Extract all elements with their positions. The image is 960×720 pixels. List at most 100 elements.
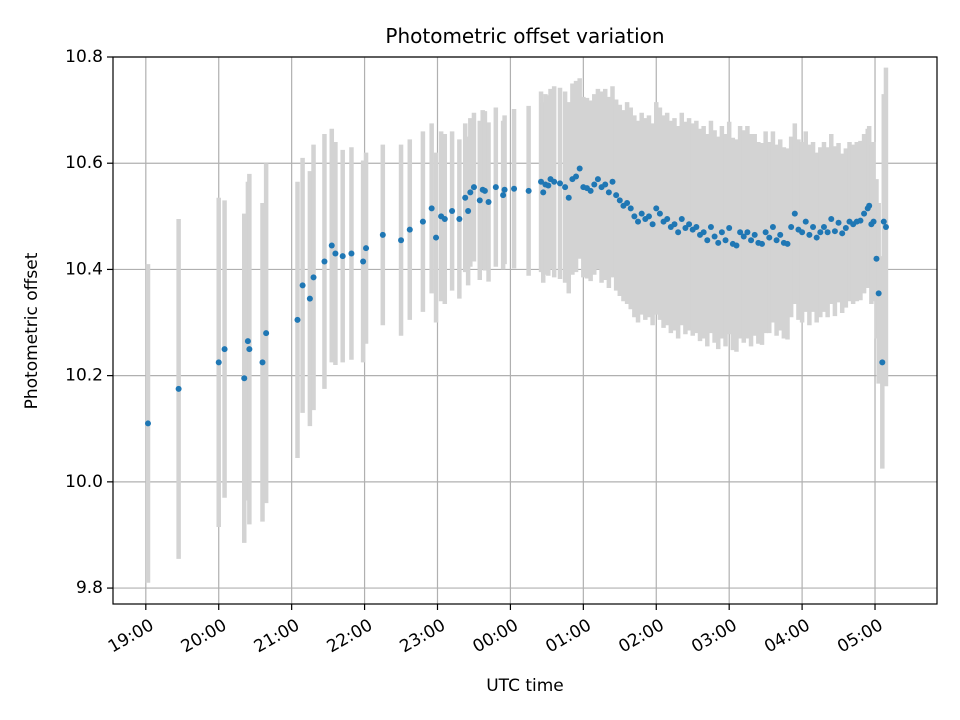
data-point [817, 229, 824, 236]
data-point [839, 230, 846, 237]
data-point [456, 215, 463, 222]
data-point [145, 420, 152, 427]
data-point [773, 237, 780, 244]
data-point [718, 229, 725, 236]
data-point [653, 205, 660, 212]
data-point [873, 255, 880, 262]
data-point [645, 213, 652, 220]
data-point [470, 184, 477, 191]
data-point [722, 237, 729, 244]
data-point [321, 258, 328, 265]
data-point [576, 165, 583, 172]
data-point [678, 215, 685, 222]
data-point [802, 218, 809, 225]
data-point [875, 290, 882, 297]
data-point [241, 375, 248, 382]
data-point [545, 182, 552, 189]
data-point [693, 223, 700, 230]
data-point [263, 330, 270, 337]
data-point [744, 229, 751, 236]
data-points [145, 165, 889, 427]
data-point [686, 221, 693, 228]
data-point [538, 178, 545, 185]
data-point [360, 258, 367, 265]
data-point [799, 229, 806, 236]
data-point [467, 189, 474, 196]
data-point [246, 346, 253, 353]
data-point [294, 316, 301, 323]
data-point [631, 213, 638, 220]
data-point [831, 228, 838, 235]
data-point [726, 225, 733, 232]
data-point [866, 202, 873, 209]
data-point [406, 226, 413, 233]
data-point [511, 185, 518, 192]
data-point [565, 194, 572, 201]
data-point [562, 184, 569, 191]
data-point [769, 223, 776, 230]
data-point [733, 242, 740, 249]
data-point [707, 223, 714, 230]
data-point [449, 208, 456, 215]
data-point [784, 240, 791, 247]
data-point [481, 187, 488, 194]
data-point [777, 231, 784, 238]
data-point [828, 215, 835, 222]
data-point [587, 187, 594, 194]
data-point [842, 225, 849, 232]
data-point [682, 225, 689, 232]
y-tick-label: 10.8 [65, 47, 103, 67]
data-point [299, 282, 306, 289]
data-point [715, 239, 722, 246]
data-point [627, 205, 634, 212]
x-axis-label: UTC time [486, 676, 564, 696]
data-point [557, 180, 564, 187]
data-point [441, 215, 448, 222]
data-point [485, 198, 492, 205]
data-point [175, 385, 182, 392]
y-tick-label: 10.6 [65, 153, 103, 173]
data-point [339, 253, 346, 260]
data-point [788, 223, 795, 230]
data-point [310, 274, 317, 281]
data-point [332, 250, 339, 257]
data-point [766, 234, 773, 241]
data-point [748, 237, 755, 244]
data-point [328, 242, 335, 249]
data-point [813, 234, 820, 241]
data-point [501, 186, 508, 193]
data-point [806, 231, 813, 238]
data-point [649, 221, 656, 228]
data-point [428, 205, 435, 212]
y-tick-label: 10.4 [65, 259, 103, 279]
data-point [462, 194, 469, 201]
data-point [635, 218, 642, 225]
data-point [613, 192, 620, 199]
data-point [419, 218, 426, 225]
data-point [379, 231, 386, 238]
data-point [656, 210, 663, 217]
data-point [762, 229, 769, 236]
data-point [711, 233, 718, 240]
data-point [259, 359, 266, 366]
chart-title: Photometric offset variation [385, 24, 664, 48]
data-point [870, 218, 877, 225]
data-point [882, 223, 889, 230]
data-point [215, 359, 222, 366]
data-point [835, 219, 842, 226]
data-point [602, 181, 609, 188]
y-tick-label: 10.0 [65, 472, 103, 492]
data-point [664, 215, 671, 222]
data-point [737, 229, 744, 236]
data-point [704, 237, 711, 244]
y-tick-label: 10.2 [65, 366, 103, 386]
data-point [751, 231, 758, 238]
data-point [879, 359, 886, 366]
data-point [433, 234, 440, 241]
data-point [500, 192, 507, 199]
y-tick-label: 9.8 [76, 578, 103, 598]
data-point [476, 197, 483, 204]
data-point [616, 197, 623, 204]
data-point [861, 210, 868, 217]
